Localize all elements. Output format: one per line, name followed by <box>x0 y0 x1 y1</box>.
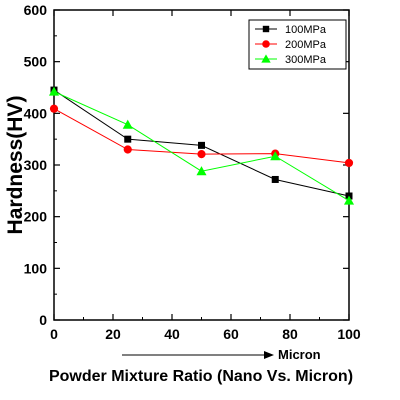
x-tick-label: 40 <box>164 326 180 342</box>
y-tick-label: 500 <box>24 54 48 70</box>
legend-marker <box>262 25 270 33</box>
data-point <box>48 86 60 96</box>
direction-arrowhead <box>264 351 274 359</box>
series-300MPa <box>48 86 355 205</box>
data-point <box>344 158 354 168</box>
data-point <box>270 151 281 161</box>
x-tick-label: 20 <box>105 326 121 342</box>
x-axis-title: Powder Mixture Ratio (Nano Vs. Micron) <box>49 368 353 385</box>
data-point <box>271 175 279 183</box>
data-point <box>343 195 355 205</box>
legend-marker <box>261 54 271 63</box>
series-layer <box>48 86 355 205</box>
y-tick-label: 0 <box>39 312 47 328</box>
y-tick-label: 300 <box>24 157 48 173</box>
legend-label: 300MPa <box>285 54 327 66</box>
data-point <box>123 145 132 154</box>
data-point <box>49 104 59 113</box>
y-axis-title: Hardness(HV) <box>4 96 27 235</box>
x-tick-label: 0 <box>50 326 58 342</box>
arrow-label: Micron <box>278 347 321 362</box>
data-point <box>196 166 207 176</box>
x-tick-label: 100 <box>337 326 361 342</box>
axes: 0 100 200 300 400 500 600 0 20 40 60 80 100 <box>24 2 361 342</box>
x-tick-label: 60 <box>223 326 239 342</box>
legend-marker <box>262 40 270 48</box>
data-point <box>124 135 132 143</box>
y-tick-label: 400 <box>24 105 48 121</box>
data-point <box>198 141 205 149</box>
legend: 100MPa 200MPa 300MPa <box>248 19 347 70</box>
y-tick-label: 200 <box>24 209 48 225</box>
data-point <box>122 119 133 129</box>
series-200MPa <box>49 104 354 168</box>
y-tick-label: 100 <box>24 260 48 276</box>
y-tick-label: 600 <box>24 2 48 18</box>
series-100MPa <box>50 86 353 200</box>
x-tick-label: 80 <box>282 326 298 342</box>
legend-label: 200MPa <box>285 39 327 51</box>
data-point <box>197 150 206 159</box>
legend-label: 100MPa <box>285 24 327 36</box>
